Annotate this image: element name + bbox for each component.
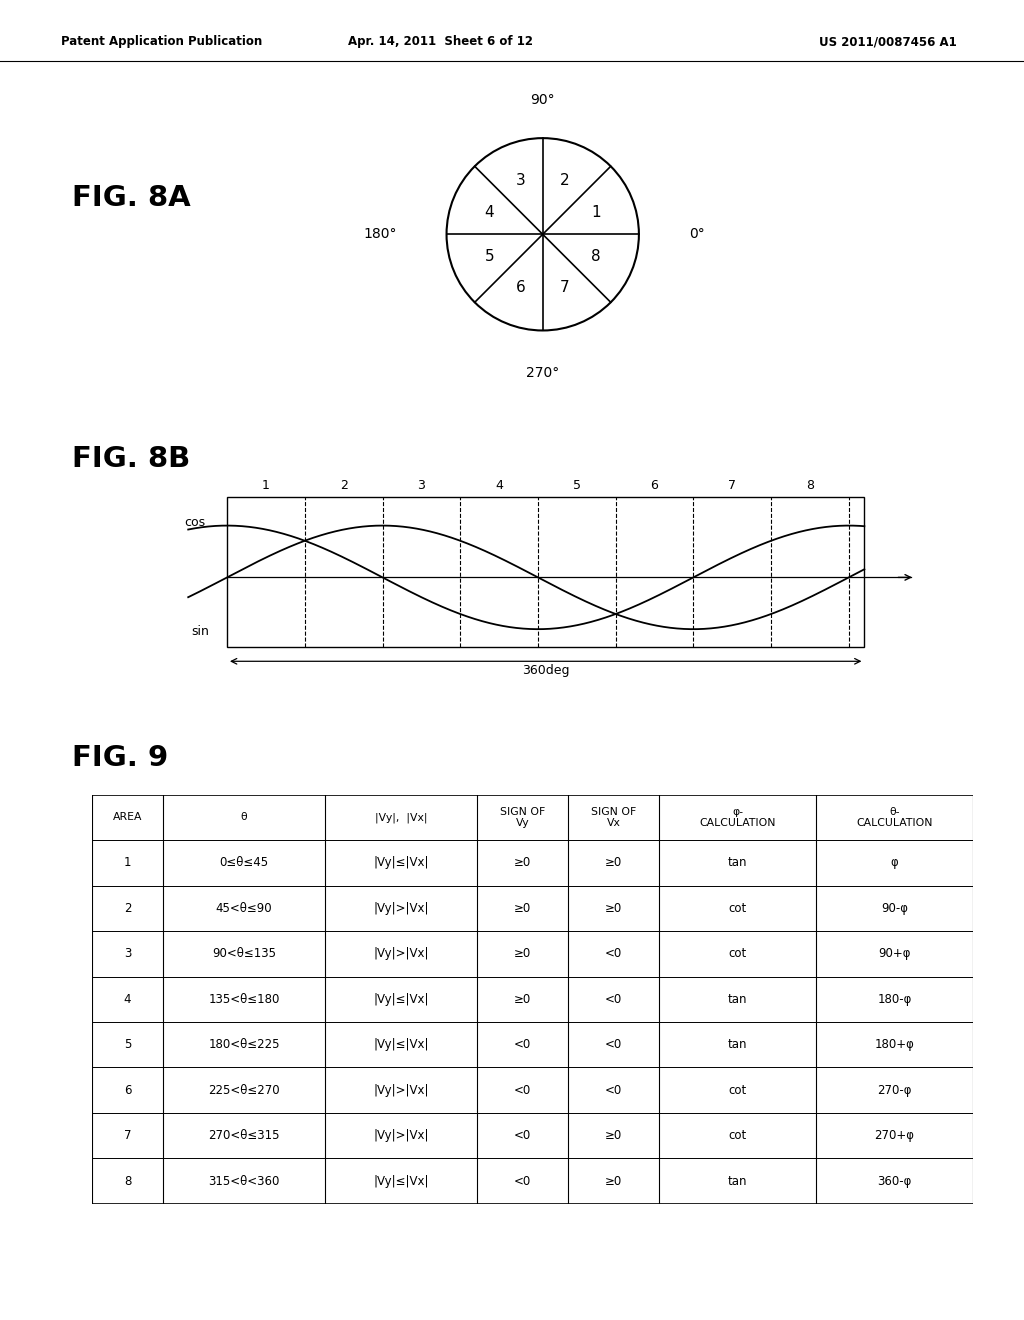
Text: 6: 6 (516, 280, 525, 296)
Text: 1: 1 (591, 205, 601, 219)
Text: |Vy|>|Vx|: |Vy|>|Vx| (373, 902, 429, 915)
Text: |Vy|,  |Vx|: |Vy|, |Vx| (375, 812, 427, 822)
Text: ≥0: ≥0 (514, 948, 531, 960)
Text: tan: tan (728, 1039, 748, 1051)
Text: SIGN OF
Vx: SIGN OF Vx (591, 807, 636, 828)
Text: 2: 2 (124, 902, 131, 915)
Text: Patent Application Publication: Patent Application Publication (61, 36, 263, 48)
Text: 1: 1 (262, 479, 270, 491)
Text: 5: 5 (484, 249, 495, 264)
Text: AREA: AREA (113, 812, 142, 822)
Text: 4: 4 (496, 479, 503, 491)
Text: 6: 6 (650, 479, 658, 491)
Text: |Vy|≤|Vx|: |Vy|≤|Vx| (373, 993, 429, 1006)
Text: 1: 1 (124, 857, 131, 870)
Text: ≥0: ≥0 (605, 857, 623, 870)
Text: |Vy|>|Vx|: |Vy|>|Vx| (373, 1084, 429, 1097)
Text: 2: 2 (340, 479, 347, 491)
Text: 180-φ: 180-φ (878, 993, 911, 1006)
Text: <0: <0 (605, 1039, 623, 1051)
Text: cos: cos (184, 516, 205, 529)
Text: 4: 4 (124, 993, 131, 1006)
Text: cot: cot (728, 902, 746, 915)
Text: US 2011/0087456 A1: US 2011/0087456 A1 (819, 36, 957, 48)
Text: 8: 8 (124, 1175, 131, 1188)
Text: 3: 3 (418, 479, 425, 491)
Text: φ: φ (891, 857, 898, 870)
Text: 7: 7 (560, 280, 569, 296)
Text: 270+φ: 270+φ (874, 1129, 914, 1142)
Text: 5: 5 (124, 1039, 131, 1051)
Text: 360deg: 360deg (522, 664, 569, 677)
Text: FIG. 8A: FIG. 8A (72, 183, 190, 213)
Text: 270<θ≤315: 270<θ≤315 (208, 1129, 280, 1142)
Text: 8: 8 (806, 479, 814, 491)
Text: 5: 5 (572, 479, 581, 491)
Text: <0: <0 (605, 1084, 623, 1097)
Text: 2: 2 (560, 173, 569, 189)
Text: 6: 6 (124, 1084, 131, 1097)
Text: |Vy|≤|Vx|: |Vy|≤|Vx| (373, 857, 429, 870)
Text: 90°: 90° (530, 92, 555, 107)
Text: |Vy|≤|Vx|: |Vy|≤|Vx| (373, 1039, 429, 1051)
Text: |Vy|>|Vx|: |Vy|>|Vx| (373, 1129, 429, 1142)
Text: ≥0: ≥0 (514, 857, 531, 870)
Text: 0°: 0° (689, 227, 705, 242)
Text: ≥0: ≥0 (514, 993, 531, 1006)
Text: 225<θ≤270: 225<θ≤270 (208, 1084, 280, 1097)
Text: 360-φ: 360-φ (878, 1175, 911, 1188)
Text: 90+φ: 90+φ (879, 948, 910, 960)
Text: 180<θ≤225: 180<θ≤225 (208, 1039, 280, 1051)
Bar (227, 498, 864, 647)
Text: <0: <0 (605, 948, 623, 960)
Text: 0≤θ≤45: 0≤θ≤45 (219, 857, 268, 870)
Text: 135<θ≤180: 135<θ≤180 (208, 993, 280, 1006)
Text: 270-φ: 270-φ (878, 1084, 911, 1097)
Text: |Vy|>|Vx|: |Vy|>|Vx| (373, 948, 429, 960)
Text: tan: tan (728, 1175, 748, 1188)
Text: <0: <0 (514, 1084, 531, 1097)
Text: tan: tan (728, 857, 748, 870)
Text: 45<θ≤90: 45<θ≤90 (216, 902, 272, 915)
Text: 3: 3 (516, 173, 525, 189)
Text: 4: 4 (484, 205, 495, 219)
Text: <0: <0 (514, 1175, 531, 1188)
Text: ≥0: ≥0 (605, 1175, 623, 1188)
Text: θ-
CALCULATION: θ- CALCULATION (856, 807, 933, 828)
Text: sin: sin (190, 626, 209, 639)
Text: ≥0: ≥0 (514, 902, 531, 915)
Text: 8: 8 (591, 249, 601, 264)
Text: cot: cot (728, 948, 746, 960)
Text: 7: 7 (728, 479, 736, 491)
Text: Apr. 14, 2011  Sheet 6 of 12: Apr. 14, 2011 Sheet 6 of 12 (348, 36, 532, 48)
Text: <0: <0 (605, 993, 623, 1006)
Text: 270°: 270° (526, 366, 559, 380)
Text: ≥0: ≥0 (605, 1129, 623, 1142)
Text: 180°: 180° (364, 227, 396, 242)
Text: cot: cot (728, 1084, 746, 1097)
Text: θ: θ (241, 812, 248, 822)
Text: <0: <0 (514, 1129, 531, 1142)
Text: <0: <0 (514, 1039, 531, 1051)
Text: 180+φ: 180+φ (874, 1039, 914, 1051)
Text: 3: 3 (124, 948, 131, 960)
Text: SIGN OF
Vy: SIGN OF Vy (500, 807, 545, 828)
Text: FIG. 9: FIG. 9 (72, 744, 168, 772)
Text: 7: 7 (124, 1129, 131, 1142)
Text: 315<θ<360: 315<θ<360 (208, 1175, 280, 1188)
Text: FIG. 8B: FIG. 8B (72, 445, 189, 473)
Text: |Vy|≤|Vx|: |Vy|≤|Vx| (373, 1175, 429, 1188)
Text: 90-φ: 90-φ (881, 902, 908, 915)
Text: 90<θ≤135: 90<θ≤135 (212, 948, 276, 960)
Text: tan: tan (728, 993, 748, 1006)
Text: cot: cot (728, 1129, 746, 1142)
Text: φ-
CALCULATION: φ- CALCULATION (699, 807, 776, 828)
Text: ≥0: ≥0 (605, 902, 623, 915)
